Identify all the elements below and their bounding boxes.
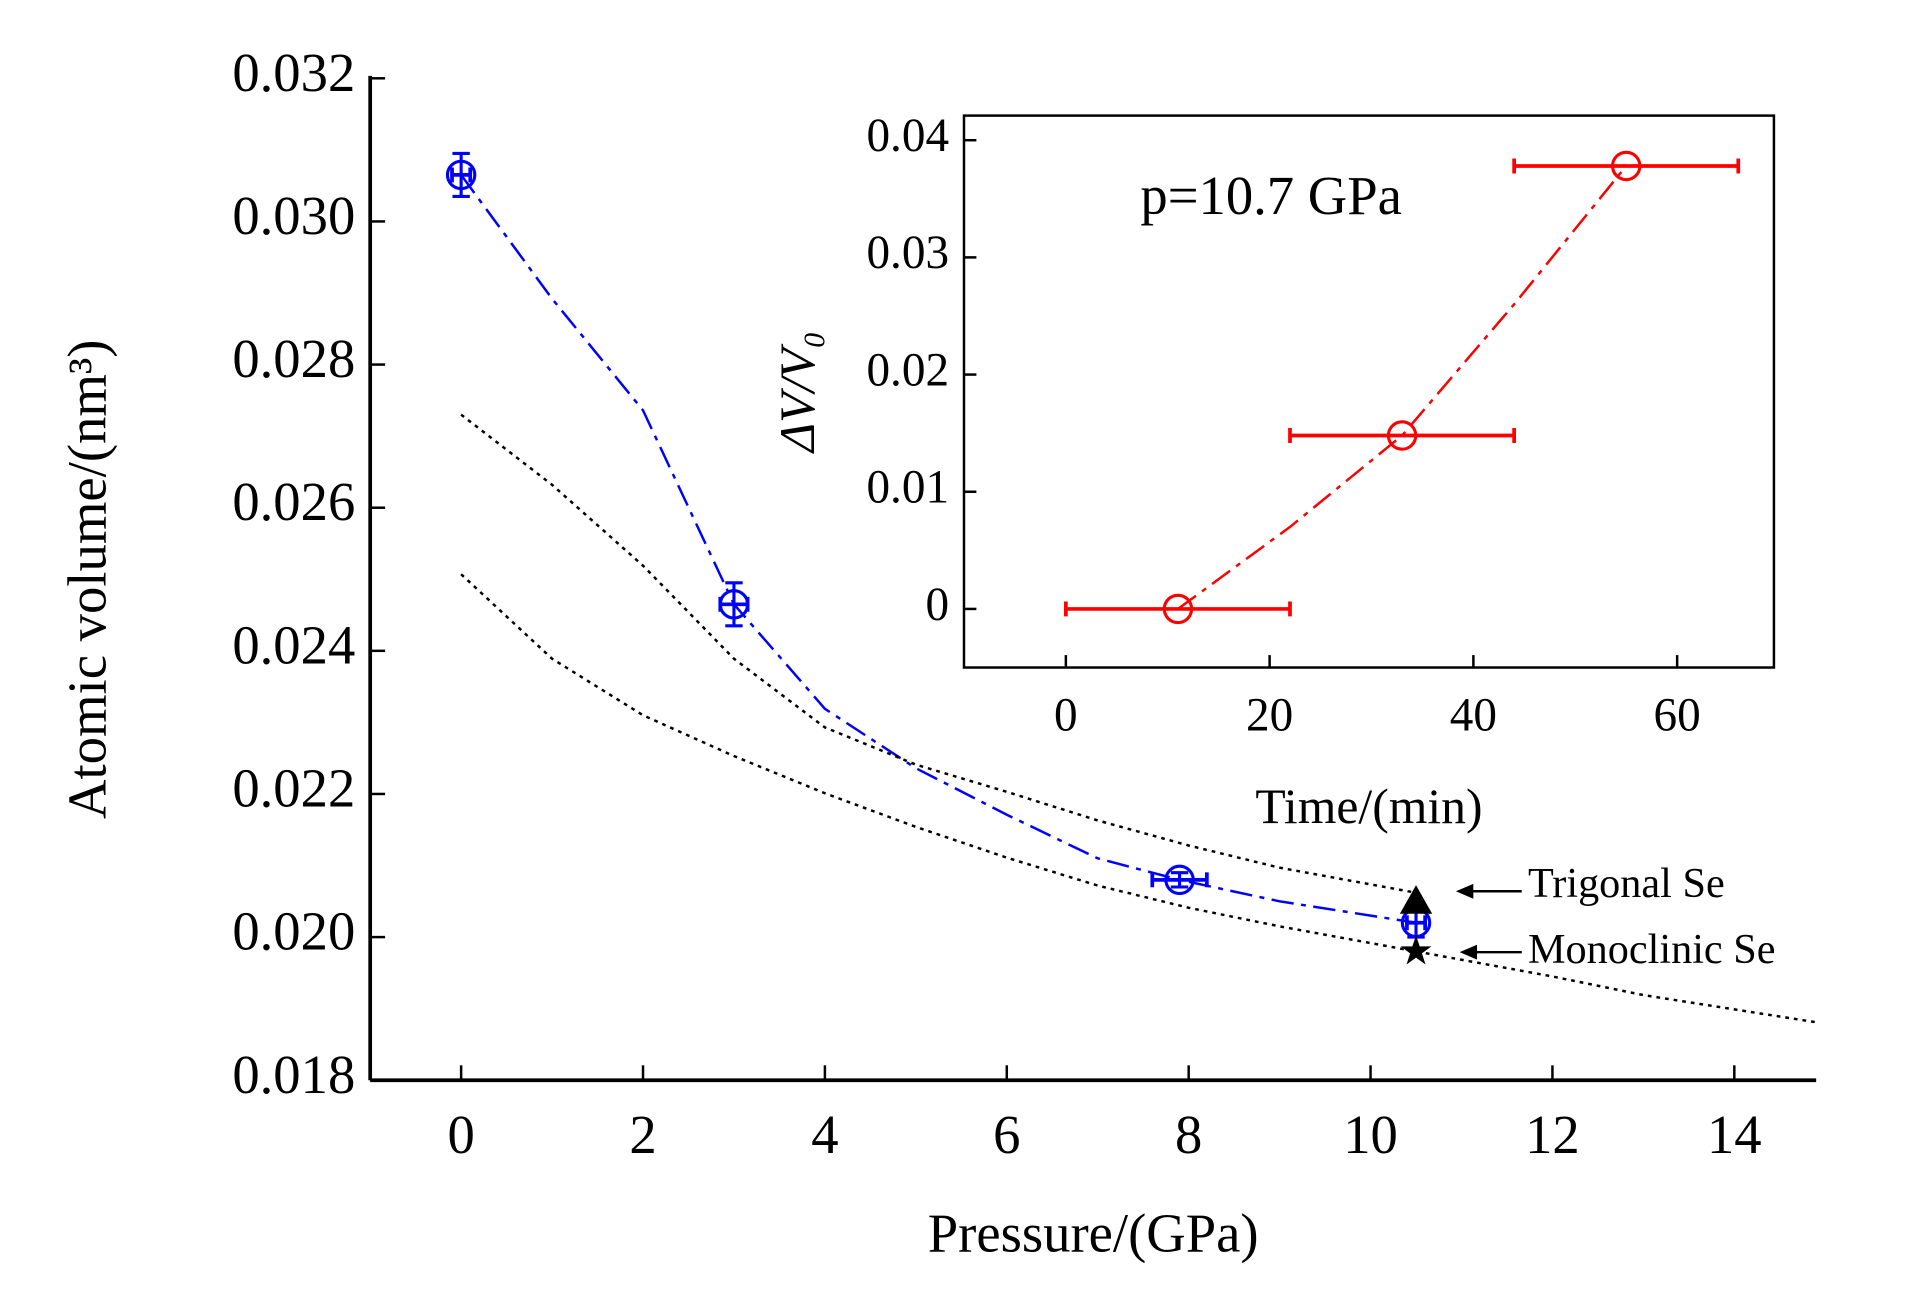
annotation: Monoclinic Se (1528, 926, 1776, 973)
x-error-bar (1288, 428, 1517, 443)
y-tick-label: 0.022 (232, 757, 355, 818)
y-tick-label: 0.024 (232, 614, 355, 675)
y-tick-label: 0.030 (232, 185, 355, 246)
y-tick-label: 0.028 (232, 328, 355, 389)
x-tick-label: 10 (1343, 1104, 1398, 1165)
chart-0: 0 2 4 6 8 10 12 140.0180.0200.0220.0240.0260.02… (57, 42, 1817, 1263)
x-axis-label: Time/(min) (1255, 779, 1482, 834)
y-tick-label: 0.018 (232, 1044, 355, 1105)
y-axis-label: Atomic volume/(nm³) (57, 340, 118, 820)
data-point (445, 159, 477, 191)
data-point (1386, 420, 1418, 451)
x-tick-label: 40 (1450, 689, 1497, 741)
x-tick-label: 60 (1654, 689, 1701, 741)
x-tick-label: 6 (993, 1104, 1020, 1165)
data-point (718, 589, 750, 620)
x-tick-label: 12 (1525, 1104, 1580, 1165)
x-tick-label: 0 (447, 1104, 474, 1165)
plot-frame (962, 114, 1776, 669)
y-tick-label: 0.026 (232, 471, 355, 532)
x-error-bar (1064, 601, 1292, 617)
fit-line (460, 573, 1817, 1024)
y-tick-label: 0.032 (232, 42, 355, 103)
annotation: Trigonal Se (1528, 860, 1725, 907)
y-tick-label: 0.01 (866, 462, 949, 514)
x-tick-label: 2 (629, 1104, 656, 1165)
data-point (1164, 864, 1195, 896)
x-tick-label: 4 (811, 1104, 838, 1165)
y-error-bar (1170, 871, 1189, 889)
y-tick-label: 0.04 (866, 110, 949, 162)
data-point (1610, 150, 1642, 182)
annotation: p=10.7 GPa (1140, 165, 1402, 226)
y-tick-label: 0 (925, 579, 949, 631)
chart-1: 0 20 40 60 0 0.01 0.02 0.03 0.04 Time/(min) ΔV/V₀ p… (770, 110, 1776, 834)
data-point (1162, 593, 1194, 625)
y-tick-label: 0.02 (866, 344, 949, 396)
x-tick-label: 14 (1707, 1104, 1762, 1165)
y-tick-label: 0.03 (866, 227, 949, 279)
data-point (1399, 885, 1433, 914)
x-tick-label: 20 (1246, 689, 1293, 741)
x-error-bar (1512, 158, 1741, 174)
arrow-head (1455, 883, 1474, 899)
arrow-head (1459, 944, 1478, 960)
x-tick-label: 0 (1054, 689, 1078, 741)
y-tick-label: 0.020 (232, 901, 355, 962)
x-tick-label: 8 (1175, 1104, 1202, 1165)
x-axis-label: Pressure/(GPa) (928, 1202, 1259, 1263)
y-axis-label: ΔV/V₀ (770, 331, 825, 454)
data-point (1400, 935, 1432, 965)
